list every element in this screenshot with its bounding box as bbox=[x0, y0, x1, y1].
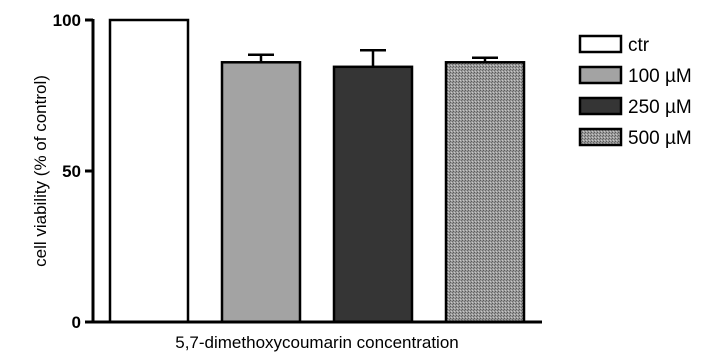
legend-label: ctr bbox=[628, 35, 650, 56]
legend: ctr 100 µM 250 µM 500 µM bbox=[578, 34, 692, 149]
y-tick-label: 0 bbox=[72, 313, 81, 332]
legend-swatch bbox=[578, 34, 623, 54]
legend-swatch bbox=[578, 96, 623, 116]
y-ticks-layer: 0 50 100 bbox=[53, 11, 93, 332]
y-tick-label: 100 bbox=[53, 11, 81, 30]
bar bbox=[220, 61, 302, 324]
legend-label: 250 µM bbox=[628, 97, 692, 118]
bar bbox=[108, 18, 190, 324]
y-axis-title: cell viability (% of control) bbox=[31, 75, 50, 267]
x-axis-title: 5,7-dimethoxycoumarin concentration bbox=[175, 333, 458, 352]
legend-label: 100 µM bbox=[628, 66, 692, 87]
bar bbox=[444, 61, 526, 324]
legend-swatch bbox=[578, 127, 623, 147]
bars-layer bbox=[108, 18, 526, 324]
legend-label: 500 µM bbox=[628, 128, 692, 149]
bar bbox=[332, 65, 414, 324]
legend-swatch bbox=[578, 65, 623, 85]
y-tick-label: 50 bbox=[62, 162, 81, 181]
error-bars-layer bbox=[248, 48, 498, 67]
